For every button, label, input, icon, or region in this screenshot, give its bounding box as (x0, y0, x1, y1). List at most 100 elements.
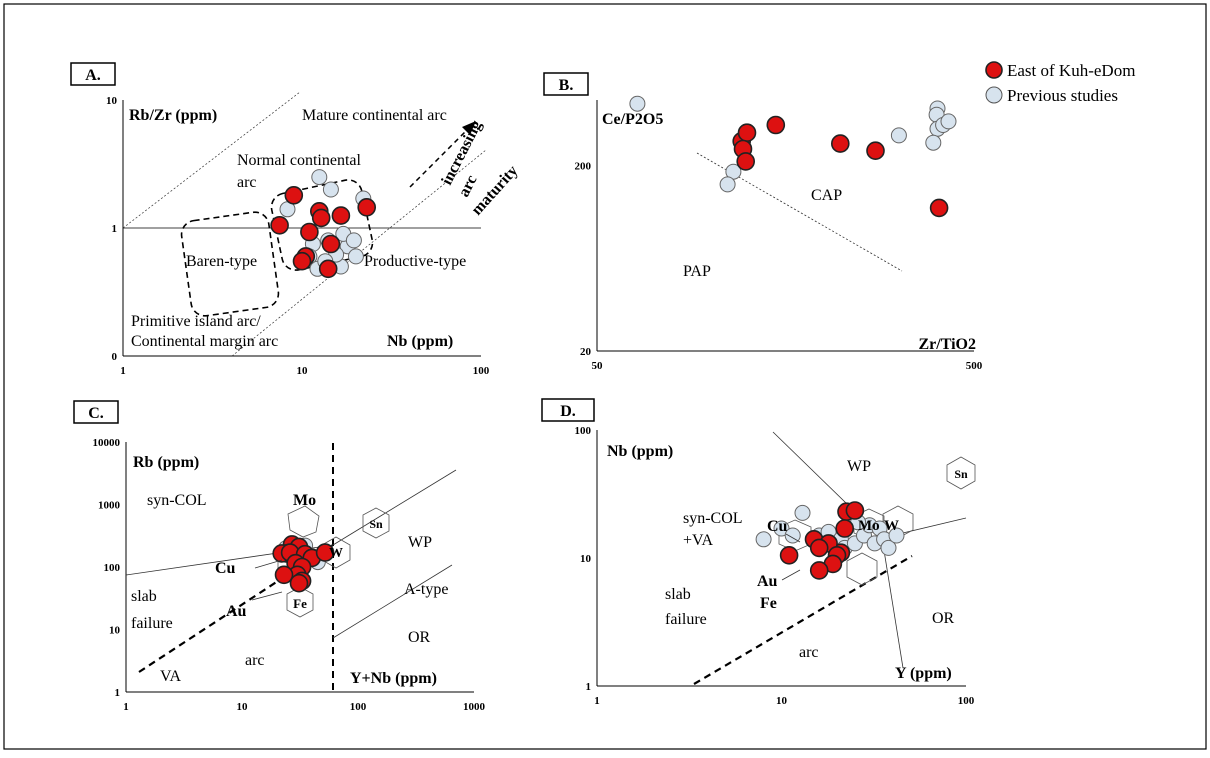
panel-a-annot-continental-margin: Continental margin arc (131, 333, 278, 350)
panel-c-annot-slab: slab (131, 588, 157, 605)
panel-b-x-tick-0: 50 (592, 360, 604, 372)
panel-c-x-tick-2: 100 (350, 701, 367, 713)
panel-a-previous-point-2 (322, 181, 339, 198)
panel-b-east-point-5 (830, 134, 850, 153)
panel-a-upper-diagonal (122, 91, 301, 229)
panel-c-or-boundary (332, 564, 453, 639)
panel-d-annot-or: OR (932, 610, 955, 627)
panel-d-east-point-2 (835, 519, 855, 538)
panel-a-east-point-4 (331, 206, 351, 225)
panel-a-lower-diagonal (231, 149, 487, 357)
panel-c-x-tick-3: 1000 (463, 701, 486, 713)
panel-c-y-tick-4: 10000 (93, 437, 121, 449)
panel-d-x-tick-0: 1 (594, 695, 600, 707)
panel-c-au-leader (251, 591, 283, 601)
panel-d-east-point-4 (779, 545, 799, 565)
panel-b-cap-pap-line (696, 152, 903, 272)
panel-b-east-point-7 (929, 198, 949, 218)
panel-a-previous-point-12 (345, 232, 362, 249)
panel-b-previous-point-2 (719, 176, 736, 193)
panel-c-y-tick-0: 1 (115, 687, 121, 699)
panel-c-x-tick-1: 10 (237, 701, 249, 713)
panel-d-x-tick-1: 10 (776, 695, 788, 707)
panel-c: C. Rb (ppm) Y+Nb (ppm) syn-COL slab fail… (73, 400, 486, 713)
panel-a-east-point-1 (270, 216, 289, 235)
panel-a-east-point-5 (357, 198, 377, 217)
panel-c-label-box (73, 400, 119, 424)
panel-a-annot-baren: Baren-type (186, 253, 257, 270)
panel-a-previous-point-1 (311, 169, 328, 186)
panel-d-annot-mo: Mo (858, 518, 880, 534)
panel-d-previous-point-14 (880, 539, 897, 556)
panel-d-y-tick-1: 10 (580, 553, 592, 565)
panel-d-x-label: Y (ppm) (895, 665, 952, 682)
outer-border (3, 3, 1207, 750)
panel-d-annot-sn: Sn (954, 467, 968, 481)
panel-c-y-label: Rb (ppm) (133, 454, 199, 471)
panel-b-east-point-1 (737, 123, 757, 142)
panel-d-x-tick-2: 100 (958, 695, 975, 707)
panel-b-east-point-4 (766, 115, 786, 135)
panel-d-y-label: Nb (ppm) (607, 443, 673, 460)
panel-d-y-tick-0: 1 (586, 681, 592, 693)
panel-c-annot-fe: Fe (293, 596, 307, 611)
panel-d-cu-leader (785, 533, 801, 543)
panel-a-east-point-6 (300, 222, 319, 242)
panel-a-annot-mature: Mature continental arc (302, 107, 447, 124)
panel-c-y-tick-3: 1000 (98, 500, 121, 512)
panel-c-annot-sn: Sn (369, 517, 383, 531)
panel-d-annot-fe: Fe (760, 595, 777, 612)
panel-d-marks (755, 501, 905, 580)
panel-d-annot-failure: failure (665, 611, 707, 628)
legend: East of Kuh-eDom Previous studies (985, 61, 1135, 105)
panel-b-label: B. (559, 77, 574, 94)
panel-a-x-tick-0: 1 (120, 365, 126, 377)
panel-a-annot-arc: arc (237, 174, 257, 191)
panel-a-annot-primitive: Primitive island arc/ (131, 313, 261, 330)
panel-c-marks (272, 535, 335, 593)
panel-d-east-point-1 (845, 501, 865, 520)
panel-c-y-tick-1: 10 (109, 625, 121, 637)
panel-a: A. Rb/Zr (ppm) Nb (ppm) Mature continent… (70, 62, 521, 377)
panel-b-y-label: Ce/P2O5 (602, 111, 663, 128)
panel-a-label: A. (85, 67, 101, 84)
panel-a-x-label: Nb (ppm) (387, 333, 453, 350)
panel-c-east-point-12 (274, 565, 294, 585)
legend-marker-previous (985, 86, 1003, 104)
panel-b-previous-point-7 (925, 134, 942, 151)
panel-d-annot-va: +VA (683, 532, 714, 549)
panel-a-east-point-10 (318, 259, 338, 279)
panel-c-label: C. (88, 405, 104, 422)
panel-b-label-box (543, 72, 589, 96)
panel-d-annot-slab: slab (665, 586, 691, 603)
panel-a-baren-field (180, 211, 280, 317)
panel-b-annot-pap: PAP (683, 263, 711, 280)
panel-d-annot-cu: Cu (767, 518, 788, 535)
panel-a-annot-normal: Normal continental (237, 152, 362, 169)
panel-c-annot-au: Au (226, 603, 247, 620)
panel-a-y-tick-2: 10 (106, 95, 118, 107)
panel-b-x-label: Zr/TiO2 (919, 336, 977, 353)
panel-b-east-point-6 (866, 141, 885, 160)
panel-a-y-tick-1: 1 (112, 223, 118, 235)
panel-c-east-point-14 (289, 573, 309, 593)
panel-a-y-tick-0: 0 (112, 351, 118, 363)
panel-c-sn-field-icon (362, 507, 390, 539)
panel-d-arc-boundary (881, 537, 904, 669)
panel-a-annot-productive: Productive-type (364, 253, 466, 270)
panel-c-wp-boundary (332, 469, 457, 546)
panel-d: D. Nb (ppm) Y (ppm) WP syn-COL +VA slab … (541, 398, 976, 707)
panel-c-annot-arc: arc (245, 652, 265, 669)
panel-d-previous-point-3 (794, 504, 811, 521)
panel-a-east-point-0 (284, 186, 304, 205)
panel-c-annot-failure: failure (131, 615, 173, 632)
panel-c-mo-field-icon (287, 505, 320, 538)
panel-a-previous-point-13 (347, 248, 364, 265)
panel-d-annot-w: W (884, 518, 899, 534)
panel-c-fe-field-icon (286, 586, 314, 618)
panel-d-y-tick-2: 100 (575, 425, 592, 437)
panel-c-annot-wp: WP (408, 534, 432, 551)
panel-c-annot-a-type: A-type (404, 581, 448, 598)
panel-b-previous-point-9 (940, 113, 957, 130)
panel-c-y-tick-2: 100 (104, 562, 121, 574)
